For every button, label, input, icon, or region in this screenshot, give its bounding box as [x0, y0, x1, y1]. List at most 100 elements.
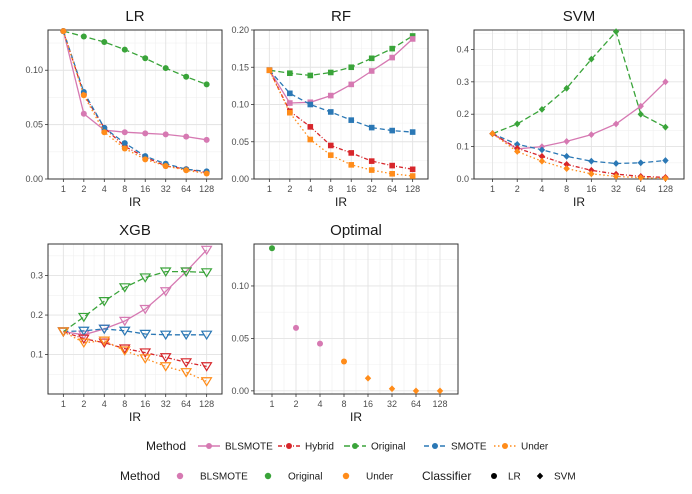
rf-point-smote: [327, 109, 334, 115]
rf-point-under: [307, 136, 314, 143]
xgb-point-original: [159, 267, 172, 277]
legend1-label-hybrid: Hybrid: [305, 442, 334, 453]
optimal-title: Optimal: [330, 222, 382, 239]
xgb-x-tick-label: 1: [61, 399, 66, 409]
rf-point-under: [327, 152, 334, 158]
rf-point-original: [287, 70, 293, 77]
xgb-point-under: [57, 327, 70, 337]
optimal-x-tick-label: 8: [341, 399, 346, 409]
rf-point-smote: [307, 101, 314, 108]
rf-point-smote: [409, 129, 416, 135]
rf-x-tick-label: 8: [328, 184, 333, 194]
legend2-key-original: [264, 472, 272, 480]
legend2-classifier-key-lr: [491, 473, 497, 479]
legend1-label-smote: SMOTE: [451, 442, 487, 453]
xgb-title: XGB: [119, 222, 151, 239]
rf-x-axis-label: IR: [335, 195, 347, 209]
rf-y-tick-label: 0.15: [231, 62, 249, 72]
rf-y-tick-label: 0.05: [231, 137, 249, 147]
xgb-point-under: [118, 346, 131, 356]
lr-title: LR: [125, 8, 144, 25]
optimal-point-blsmote: [317, 340, 323, 347]
svm-title: SVM: [563, 8, 596, 25]
xgb-x-tick-label: 16: [140, 399, 150, 409]
rf-point-hybrid: [307, 124, 314, 130]
svm-point-under: [662, 174, 669, 182]
lr-point-original: [183, 73, 190, 80]
svm-x-axis-label: IR: [573, 195, 585, 209]
rf-point-blsmote: [287, 100, 293, 106]
xgb-point-blsmote: [200, 245, 213, 256]
rf-point-under: [389, 170, 395, 177]
svm-series-hybrid-line: [492, 133, 666, 179]
rf-x-tick-label: 4: [308, 184, 313, 194]
rf-x-tick-label: 64: [387, 184, 397, 194]
lr-point-blsmote: [142, 130, 149, 137]
svm-point-smote: [662, 157, 669, 164]
lr-x-tick-label: 128: [199, 184, 214, 194]
xgb-point-original: [180, 267, 193, 277]
svm-y-tick-label: 0.3: [456, 77, 469, 87]
xgb-point-smote: [118, 326, 131, 337]
svm-point-smote: [612, 160, 620, 167]
xgb-x-tick-label: 64: [181, 399, 191, 409]
xgb-y-tick-label: 0.1: [30, 350, 43, 360]
svm-x-tick-label: 32: [611, 184, 621, 194]
lr-x-tick-label: 4: [102, 184, 107, 194]
legend1-label-under: Under: [521, 442, 549, 453]
lr-y-tick-label: 0.05: [25, 120, 43, 130]
xgb-point-blsmote: [118, 316, 131, 327]
svm-point-smote: [588, 157, 595, 165]
legend2-classifier-label-lr: LR: [508, 472, 521, 483]
svm-point-original: [662, 123, 669, 131]
xgb-x-tick-label: 32: [161, 399, 171, 409]
rf-point-blsmote: [348, 81, 355, 88]
rf-point-hybrid: [409, 166, 416, 173]
svm-series-smote-line: [492, 133, 666, 165]
svm-point-original: [514, 120, 521, 128]
rf-point-under: [287, 109, 293, 116]
rf-point-under: [368, 167, 375, 173]
lr-x-axis-label: IR: [129, 195, 141, 209]
rf-x-tick-label: 2: [287, 184, 292, 194]
optimal-point-under: [388, 385, 396, 393]
rf-x-tick-label: 16: [346, 184, 356, 194]
svm-point-blsmote: [612, 120, 620, 128]
lr-x-tick-label: 1: [61, 184, 66, 194]
lr-point-under: [101, 129, 108, 136]
legend1-label-original: Original: [371, 442, 405, 453]
lr-series-hybrid-line: [62, 30, 207, 174]
svm-point-under: [588, 170, 595, 178]
optimal-y-tick-label: 0.05: [231, 333, 249, 343]
lr-x-tick-label: 2: [81, 184, 86, 194]
lr-point-blsmote: [80, 110, 87, 117]
svm-point-under: [514, 148, 521, 155]
svm-point-hybrid: [538, 152, 546, 160]
optimal-x-tick-label: 32: [387, 399, 397, 409]
rf-point-under: [409, 173, 416, 179]
rf-point-blsmote: [389, 54, 395, 61]
svm-point-under: [637, 174, 644, 182]
rf-y-tick-label: 0.10: [231, 100, 249, 110]
xgb-panel-border: [47, 243, 223, 395]
xgb-point-original: [139, 273, 152, 283]
rf-series-under-line: [268, 69, 413, 177]
lr-point-under: [203, 170, 210, 177]
rf-point-blsmote: [409, 36, 416, 42]
svm-point-blsmote: [563, 138, 570, 145]
legend2-key-blsmote: [176, 472, 184, 480]
xgb-point-original: [98, 297, 111, 307]
legend2-label-blsmote: BLSMOTE: [200, 472, 248, 483]
svm-series-blsmote-line: [492, 81, 666, 150]
svm-point-under: [563, 165, 570, 173]
svm-point-smote: [637, 159, 644, 167]
lr-point-under: [80, 92, 87, 99]
svm-point-smote: [538, 146, 546, 154]
xgb-point-under: [77, 338, 90, 349]
svm-point-blsmote: [588, 131, 595, 139]
svm-x-tick-label: 4: [539, 184, 544, 194]
svm-point-original: [588, 55, 595, 63]
lr-x-tick-label: 32: [161, 184, 171, 194]
rf-point-smote: [287, 90, 293, 97]
rf-series-original-line: [269, 35, 413, 77]
